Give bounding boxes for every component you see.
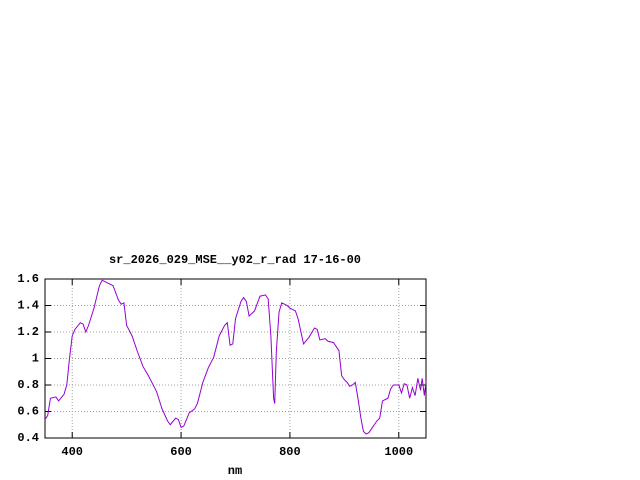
- x-tick-label: 400: [61, 445, 83, 459]
- x-tick-label: 800: [279, 445, 301, 459]
- chart-title: sr_2026_029_MSE__y02_r_rad 17-16-00: [109, 253, 361, 267]
- data-line: [44, 279, 427, 435]
- y-tick-label: 1: [32, 352, 39, 366]
- y-tick-label: 1.2: [17, 325, 39, 339]
- y-tick-label: 0.4: [17, 431, 39, 445]
- y-tick-label: 0.8: [17, 378, 39, 392]
- plot-frame: [44, 278, 427, 439]
- x-tick-label: 1000: [384, 445, 413, 459]
- y-tick-label: 0.6: [17, 405, 39, 419]
- y-tick-label: 1.6: [17, 272, 39, 286]
- y-tick-label: 1.4: [17, 299, 39, 313]
- x-axis-label: nm: [228, 464, 242, 478]
- x-tick-label: 600: [170, 445, 192, 459]
